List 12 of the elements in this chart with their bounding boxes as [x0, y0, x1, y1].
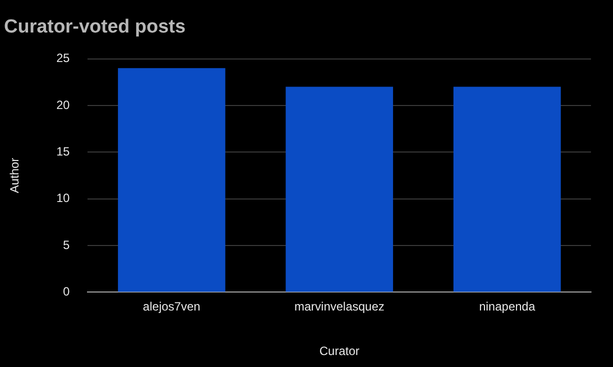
x-axis-title: Curator [319, 344, 360, 358]
y-tick-label: 10 [56, 191, 70, 206]
y-tick-label: 20 [56, 98, 70, 112]
y-tick-label: 15 [56, 144, 70, 158]
y-tick-label: 0 [63, 284, 70, 299]
chart-title: Curator-voted posts [4, 16, 186, 38]
x-tick-label: alejos7ven [142, 300, 200, 314]
y-tick-label: 25 [56, 51, 70, 66]
x-tick-label: ninapenda [479, 300, 536, 314]
x-tick-label: marvinvelasquez [294, 300, 384, 314]
y-axis-title: Author [8, 158, 22, 194]
y-tick-label: 5 [63, 238, 70, 252]
